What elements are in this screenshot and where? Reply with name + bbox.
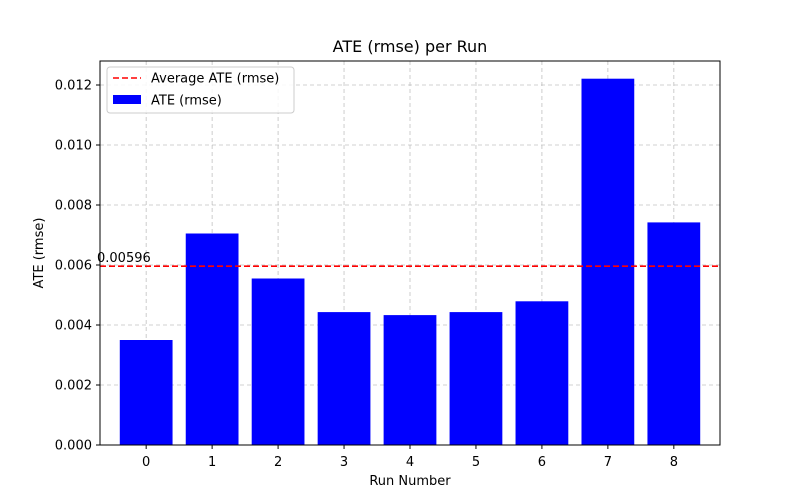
average-annotation: 0.00596 <box>97 251 151 266</box>
bar-run-0 <box>119 340 173 445</box>
bar-run-7 <box>581 78 635 445</box>
bar-run-6 <box>515 301 569 445</box>
chart-title: ATE (rmse) per Run <box>333 37 488 56</box>
bar-run-4 <box>383 315 437 445</box>
x-tick-label-1: 1 <box>208 455 216 470</box>
y-axis-label: ATE (rmse) <box>32 218 47 289</box>
legend: Average ATE (rmse) ATE (rmse) <box>106 66 295 114</box>
legend-box <box>106 66 295 114</box>
y-tick-label-5: 0.010 <box>55 139 92 154</box>
x-axis-ticks: 0 1 2 3 4 5 6 7 8 <box>142 445 678 470</box>
bars <box>119 78 701 445</box>
legend-average-label: Average ATE (rmse) <box>151 72 279 87</box>
y-tick-label-2: 0.004 <box>55 319 92 334</box>
bar-run-1 <box>185 233 239 445</box>
x-tick-label-2: 2 <box>274 455 282 470</box>
legend-bar-swatch <box>113 95 141 104</box>
x-axis-label: Run Number <box>369 474 451 489</box>
bar-run-3 <box>317 312 371 445</box>
x-tick-label-6: 6 <box>538 455 546 470</box>
y-tick-label-3: 0.006 <box>55 259 92 274</box>
y-tick-label-0: 0.000 <box>55 439 92 454</box>
legend-bar-label: ATE (rmse) <box>151 94 222 109</box>
x-tick-label-5: 5 <box>472 455 480 470</box>
bar-run-5 <box>449 312 503 445</box>
y-tick-label-4: 0.008 <box>55 199 92 214</box>
y-tick-label-6: 0.012 <box>55 79 92 94</box>
y-tick-label-1: 0.002 <box>55 379 92 394</box>
bar-run-2 <box>251 278 305 445</box>
x-tick-label-8: 8 <box>670 455 678 470</box>
bar-run-8 <box>647 222 701 445</box>
x-tick-label-7: 7 <box>604 455 612 470</box>
y-axis-ticks: 0.000 0.002 0.004 0.006 0.008 0.010 0.012 <box>55 79 100 454</box>
x-tick-label-4: 4 <box>406 455 414 470</box>
x-tick-label-0: 0 <box>142 455 150 470</box>
x-tick-label-3: 3 <box>340 455 348 470</box>
